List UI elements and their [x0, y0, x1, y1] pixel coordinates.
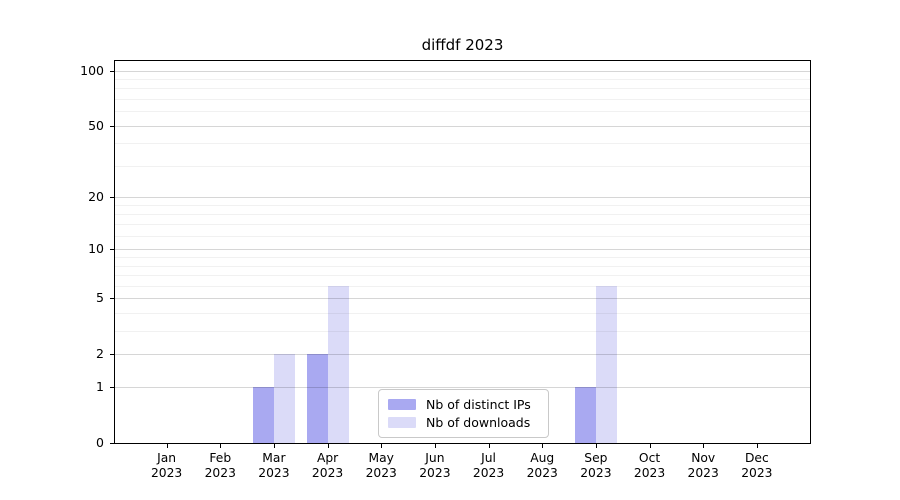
x-axis-tick: [273, 444, 275, 448]
gridline-minor: [115, 111, 810, 113]
x-axis-tick: [649, 444, 651, 448]
x-axis-tick-label: Sep 2023: [580, 451, 612, 480]
x-axis-tick: [488, 444, 490, 448]
y-axis-tick: [110, 249, 114, 251]
y-axis-tick: [110, 197, 114, 199]
gridline-major: [115, 125, 810, 127]
bar-mar-downloads: [273, 354, 295, 443]
x-axis-tick-label: Aug 2023: [526, 451, 558, 480]
x-axis-tick: [542, 444, 544, 448]
bar-apr-ips: [306, 354, 328, 443]
y-axis-tick-label: 20: [88, 189, 104, 205]
gridline-minor: [115, 214, 810, 216]
legend-swatch-downloads: [388, 417, 416, 428]
x-axis-tick: [381, 444, 383, 448]
y-axis-tick-label: 100: [80, 62, 104, 78]
legend: Nb of distinct IPs Nb of downloads: [378, 389, 549, 438]
gridline-minor: [115, 78, 810, 80]
y-axis-tick: [110, 443, 114, 444]
x-axis-tick: [434, 444, 436, 448]
gridline-minor: [115, 331, 810, 333]
x-axis-tick-label: Oct 2023: [633, 451, 666, 480]
x-axis-tick-label: Jul 2023: [472, 451, 505, 480]
x-axis-tick-label: Apr 2023: [311, 451, 344, 480]
gridline-minor: [115, 224, 810, 226]
gridline-major: [115, 70, 810, 72]
x-axis-tick: [327, 444, 329, 448]
gridline-minor: [115, 165, 810, 167]
gridline-minor: [115, 275, 810, 277]
x-axis-tick-label: Jan 2023: [150, 451, 183, 480]
legend-swatch-distinct-ips: [388, 399, 416, 410]
x-axis-tick: [703, 444, 705, 448]
y-axis-tick: [110, 70, 114, 72]
bar-apr-downloads: [327, 285, 349, 443]
legend-label-distinct-ips: Nb of distinct IPs: [426, 397, 531, 412]
x-axis-tick: [595, 444, 597, 448]
gridline-minor: [115, 265, 810, 267]
x-axis-tick: [756, 444, 758, 448]
legend-row: Nb of downloads: [388, 415, 539, 430]
x-axis-tick-label: Dec 2023: [741, 451, 773, 480]
gridline-minor: [115, 205, 810, 207]
y-axis-tick: [110, 354, 114, 356]
legend-label-downloads: Nb of downloads: [426, 415, 531, 430]
gridline-minor: [115, 143, 810, 145]
gridline-minor: [115, 285, 810, 287]
gridline-major: [115, 249, 810, 251]
x-axis-tick-label: Nov 2023: [687, 451, 719, 480]
x-axis-tick-label: Jun 2023: [419, 451, 451, 480]
gridline-major: [115, 354, 810, 356]
gridline-major: [115, 197, 810, 199]
y-axis-tick-label: 0: [96, 435, 104, 450]
y-axis-tick-label: 5: [96, 290, 104, 306]
plot-area: [114, 60, 811, 444]
y-axis-tick: [110, 125, 114, 127]
bar-mar-ips: [252, 387, 274, 443]
y-axis-tick: [110, 387, 114, 389]
x-axis-tick: [220, 444, 222, 448]
x-axis-tick: [166, 444, 168, 448]
gridline-minor: [115, 98, 810, 100]
y-axis-tick-label: 50: [88, 117, 104, 133]
gridline-minor: [115, 88, 810, 90]
gridline-minor: [115, 313, 810, 315]
bar-sep-ips: [574, 387, 596, 443]
gridline-major: [115, 298, 810, 300]
plot-inner: [115, 61, 810, 443]
gridline-minor: [115, 235, 810, 237]
gridline-minor: [115, 257, 810, 259]
x-axis-tick-label: May 2023: [365, 451, 397, 480]
y-axis-tick: [110, 298, 114, 300]
x-axis-tick-label: Mar 2023: [258, 451, 290, 480]
legend-row: Nb of distinct IPs: [388, 397, 539, 412]
y-axis-tick-label: 10: [88, 241, 104, 257]
y-axis-tick-label: 2: [96, 346, 104, 362]
gridline-major: [115, 387, 810, 389]
chart-title: diffdf 2023: [421, 36, 504, 54]
bar-sep-downloads: [595, 285, 617, 443]
y-axis-tick-label: 1: [96, 379, 104, 395]
x-axis-tick-label: Feb 2023: [204, 451, 236, 480]
